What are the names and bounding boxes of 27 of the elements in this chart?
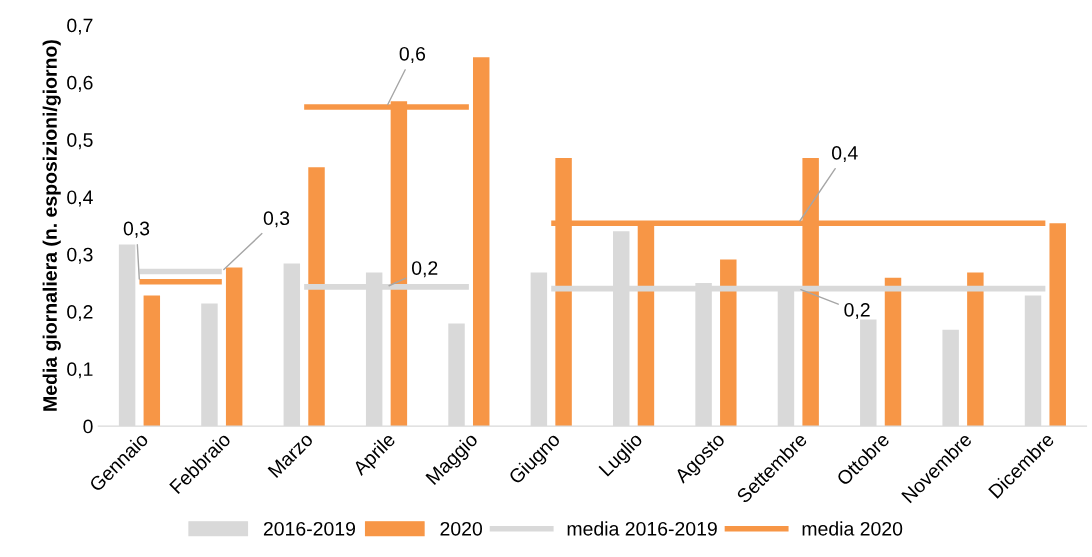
bar — [143, 295, 161, 427]
y-tick-label: 0,6 — [67, 75, 93, 92]
bar — [225, 267, 243, 427]
legend-label: media 2016-2019 — [567, 521, 717, 536]
annotation: 0,3 — [263, 211, 290, 228]
y-tick-label: 0,7 — [67, 18, 93, 35]
y-tick-label: 0,2 — [67, 304, 93, 322]
y-tick-label: 0,5 — [67, 133, 93, 150]
bar — [720, 259, 737, 427]
bar — [473, 57, 490, 427]
annotation: 0,4 — [832, 145, 858, 163]
legend-label: media 2020 — [802, 521, 903, 536]
annotation: 0,3 — [123, 221, 150, 238]
bar — [884, 277, 902, 427]
y-tick-label: 0 — [83, 419, 93, 434]
y-axis-title: Media giornaliera (n. esposizioni/giorno) — [42, 40, 61, 411]
y-tick-label: 0,4 — [67, 190, 93, 207]
annotation: 0,2 — [411, 261, 438, 278]
bar — [967, 272, 984, 427]
annotation: 0,6 — [399, 46, 426, 63]
y-tick-label: 0,1 — [67, 362, 93, 379]
legend-label: 2020 — [440, 521, 483, 536]
legend-label: 2016-2019 — [263, 521, 356, 536]
bar — [308, 167, 325, 427]
annotation: 0,2 — [844, 302, 870, 320]
bar — [1049, 223, 1066, 427]
y-tick-label: 0,3 — [67, 247, 93, 264]
